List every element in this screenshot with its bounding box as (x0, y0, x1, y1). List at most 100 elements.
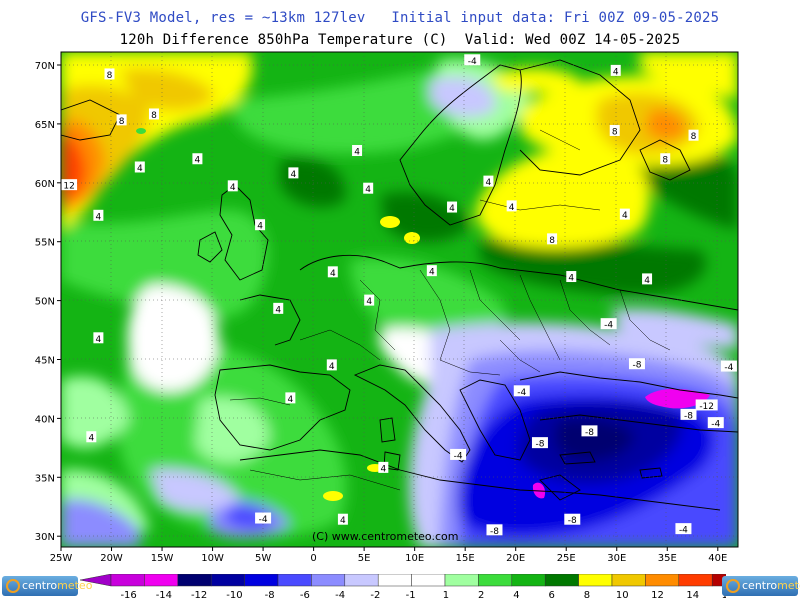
scale-label: 1 (443, 590, 449, 600)
contour-label-box (628, 358, 645, 370)
contour-label: -4 (454, 451, 463, 461)
contour-label: -8 (632, 361, 641, 371)
contour-label-box (619, 208, 630, 220)
scale-box (244, 574, 279, 587)
contour-label: 8 (107, 71, 113, 81)
contour-label-box (426, 265, 437, 277)
contour-label: 4 (365, 185, 371, 195)
contour-label-box (134, 161, 145, 173)
scale-label: -2 (370, 590, 380, 600)
lon-label: 15E (456, 553, 475, 564)
scale-box (578, 574, 613, 587)
lon-label: 0 (310, 553, 316, 564)
scale-box (511, 574, 546, 587)
scale-box (611, 574, 646, 587)
contour-label-box (285, 392, 296, 404)
contour-label: -4 (711, 420, 720, 430)
scale-box (210, 574, 245, 587)
contour-label: 8 (151, 111, 157, 121)
contour-label: 4 (230, 183, 236, 193)
contour-label: -8 (585, 428, 594, 438)
contour-label: 4 (613, 67, 619, 77)
contour-label: 8 (119, 117, 125, 127)
lat-lon-grid (61, 52, 738, 547)
contour-label-box (86, 431, 97, 443)
contour-label-box (720, 360, 737, 372)
contour-label-box (506, 200, 517, 212)
contour-label: 4 (380, 464, 386, 474)
contour-label: 8 (662, 156, 668, 166)
longitude-axis: 25W 20W 15W 10W 5W 0 5E 10E 15E 20E 25E 30E 35E 40E (50, 547, 727, 564)
contour-label: 4 (96, 335, 102, 345)
map-panel: 8 8 8 12 4 4 4 4 4 4 4 4 -4 4 8 8 8 4 4 4 8 4 4 4 4 4 4 4 4 4 4 4 -4 -4 -8… (35, 51, 739, 564)
contour-label-box (680, 408, 697, 420)
contour-label-box (93, 332, 104, 344)
contour-label-box (61, 179, 78, 191)
contour-label-box (564, 513, 581, 525)
scale-label: -12 (191, 590, 207, 600)
contour-label-box (688, 129, 699, 141)
scale-label: -4 (335, 590, 345, 600)
contour-label: 4 (449, 204, 455, 214)
contour-label: 4 (429, 268, 435, 278)
lat-label: 50N (35, 297, 55, 308)
scale-label: 6 (549, 590, 555, 600)
contour-label: 8 (612, 127, 618, 137)
contour-label-box (227, 180, 238, 192)
latitude-axis: 70N 65N 60N 55N 50N 45N 40N 35N 30N (35, 61, 61, 543)
lon-label: 10E (405, 553, 424, 564)
contour-label: -8 (568, 516, 577, 526)
contour-label: -4 (468, 57, 477, 67)
contour-label-box (192, 153, 203, 165)
contour-label: 12 (63, 182, 74, 192)
contour-label: -4 (259, 515, 268, 525)
contour-label-box (326, 359, 337, 371)
scale-box (377, 574, 412, 587)
contour-label-box (104, 68, 115, 80)
lat-label: 60N (35, 179, 55, 190)
contour-label: 4 (354, 147, 360, 157)
contour-label: 4 (96, 212, 102, 222)
contour-label-box (581, 425, 598, 437)
lat-label: 70N (35, 61, 55, 72)
map-frame (60, 51, 739, 548)
scale-label: -16 (120, 590, 136, 600)
contour-label-box (364, 294, 375, 306)
contour-label-box (116, 114, 127, 126)
contour-label: 4 (329, 362, 335, 372)
scale-label: 10 (616, 590, 629, 600)
contour-label: 4 (622, 211, 628, 221)
contour-label: 4 (509, 203, 515, 213)
scale-box (478, 574, 513, 587)
contour-label: 4 (366, 297, 372, 307)
contour-label: 4 (88, 434, 94, 444)
scale-label: -10 (226, 590, 242, 600)
lon-label: 40E (708, 553, 727, 564)
scale-label: -1 (406, 590, 416, 600)
centrometeo-logo-right[interactable]: centrometeo (722, 576, 800, 596)
contour-label-box (327, 266, 338, 278)
contour-label-box (148, 108, 159, 120)
contour-label-box (464, 54, 481, 66)
contour-label-box (547, 233, 558, 245)
title-line-model: GFS-FV3 Model, res = ~13km 127lev Initia… (80, 10, 720, 26)
contour-label-box (600, 318, 617, 330)
contour-label: -8 (535, 440, 544, 450)
scale-label: 12 (651, 590, 664, 600)
contour-label-box (255, 512, 272, 524)
contour-label: 4 (291, 170, 297, 180)
contour-label-box (447, 201, 458, 213)
scale-box (544, 574, 579, 587)
contour-label-box (566, 271, 577, 283)
centrometeo-logo-left[interactable]: centrometeo (2, 576, 92, 596)
logo-ring-icon (6, 579, 20, 593)
lon-label: 25E (557, 553, 576, 564)
contour-label: -8 (684, 411, 693, 421)
lon-label: 35E (658, 553, 677, 564)
lon-label: 30E (607, 553, 626, 564)
contour-label-box (610, 64, 621, 76)
scale-label: -8 (265, 590, 275, 600)
title-line-field: 120h Difference 850hPa Temperature (C) V… (119, 32, 681, 48)
contour-label-box (288, 167, 299, 179)
scale-label: -6 (300, 590, 310, 600)
